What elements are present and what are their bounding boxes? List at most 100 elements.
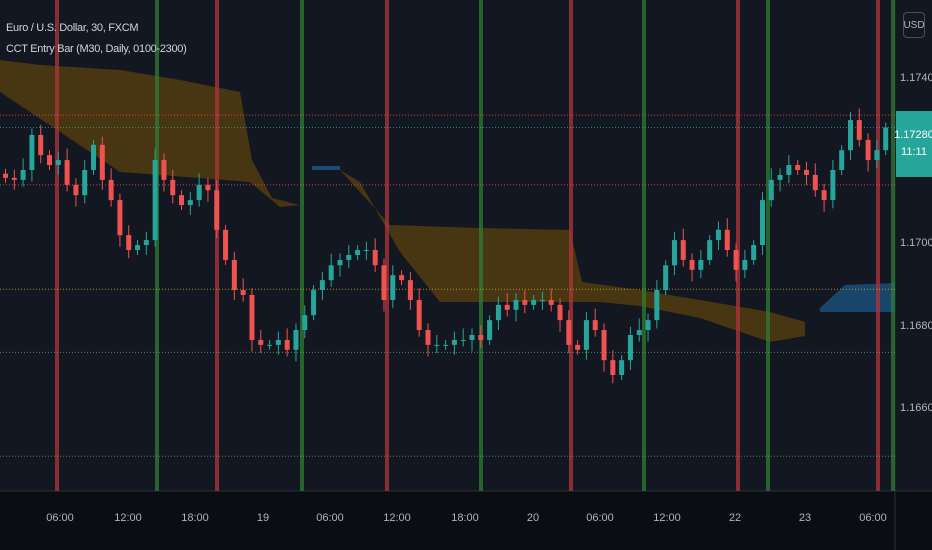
candle-body	[143, 240, 149, 246]
candle-body	[751, 245, 757, 260]
time-tick: 20	[526, 512, 540, 524]
candle-body	[487, 320, 493, 340]
candle-body	[434, 344, 440, 346]
candle-body	[249, 294, 255, 340]
candle-body	[478, 334, 484, 340]
candle-body	[715, 229, 721, 241]
candle-body	[355, 250, 361, 255]
time-axis	[0, 491, 932, 550]
candle-body	[346, 254, 352, 260]
candle-body	[548, 299, 554, 305]
candle-body	[319, 280, 325, 291]
candle-body	[293, 330, 299, 350]
candle-body	[328, 265, 334, 281]
candle-body	[839, 150, 845, 170]
candle-body	[284, 339, 290, 350]
candle-body	[680, 240, 686, 260]
candle-body	[3, 173, 8, 178]
session-line-green	[479, 0, 483, 491]
time-tick: 12:00	[383, 512, 411, 524]
candle-body	[768, 179, 774, 201]
session-line-red	[215, 0, 219, 491]
candle-body	[390, 275, 396, 300]
candle-body	[856, 120, 862, 140]
candle-body	[47, 155, 53, 166]
candle-body	[777, 174, 783, 180]
candle-body	[601, 330, 607, 361]
candle-body	[733, 250, 739, 270]
time-tick: 06:00	[859, 512, 887, 524]
candle-body	[73, 184, 79, 196]
session-line-red	[55, 0, 59, 491]
session-line-red	[876, 0, 880, 491]
indicator-legend[interactable]: CCT Entry Bar (M30, Daily, 0100-2300)	[6, 43, 187, 55]
candle-body	[759, 200, 765, 246]
candle-body	[803, 169, 809, 175]
candle-body	[337, 259, 343, 266]
time-tick: 23	[798, 512, 812, 524]
candle-body	[223, 229, 229, 260]
price-tick: 1.16800	[900, 319, 932, 332]
candle-body	[724, 229, 730, 251]
candle-body	[205, 184, 211, 191]
candle-body	[275, 339, 281, 345]
symbol-legend[interactable]: Euro / U.S. Dollar, 30, FXCM	[6, 22, 139, 34]
candle-body	[671, 240, 677, 266]
candle-body	[821, 190, 827, 201]
candle-body	[416, 299, 422, 331]
candle-body	[583, 320, 589, 350]
candle-body	[451, 339, 457, 345]
last-price-badge: 1.17280 11:11	[894, 111, 932, 177]
candle-body	[170, 179, 176, 196]
session-line-green	[891, 0, 895, 491]
price-tick: 1.17400	[900, 72, 932, 84]
candle-body	[557, 304, 563, 321]
candle-body	[82, 169, 88, 196]
candle-body	[742, 259, 748, 270]
candle-body	[786, 165, 792, 175]
candle-body	[240, 290, 246, 295]
candle-body	[883, 127, 889, 151]
candle-body	[627, 334, 633, 361]
time-tick: 06:00	[586, 512, 614, 524]
candle-body	[539, 299, 545, 301]
candle-body	[99, 144, 105, 180]
candle-body	[135, 245, 141, 251]
candle-body	[812, 174, 818, 191]
candle-body	[267, 344, 273, 346]
candle-body	[795, 165, 801, 170]
candle-body	[707, 240, 713, 260]
candle-body	[126, 235, 132, 251]
candle-body	[830, 169, 836, 201]
candle-body	[460, 339, 466, 341]
candle-body	[399, 275, 405, 281]
session-line-green	[642, 0, 646, 491]
candle-body	[865, 139, 871, 161]
candle-body	[29, 134, 35, 170]
session-line-green	[766, 0, 770, 491]
session-line-red	[736, 0, 740, 491]
candle-body	[196, 184, 202, 201]
candle-body	[214, 190, 220, 230]
candle-body	[372, 250, 378, 266]
session-line-green	[155, 0, 159, 491]
candle-body	[187, 200, 193, 206]
cloud-band	[0, 60, 300, 207]
plot-area	[0, 0, 895, 490]
candle-body	[645, 320, 651, 331]
candle-body	[654, 290, 660, 321]
candle-body	[847, 120, 853, 151]
time-tick: 06:00	[316, 512, 344, 524]
time-tick: 18:00	[451, 512, 479, 524]
blue-zone	[312, 166, 340, 170]
time-tick: 19	[256, 512, 270, 524]
candle-body	[531, 299, 537, 305]
candle-body	[20, 169, 26, 180]
candle-body	[381, 265, 387, 300]
candle-body	[592, 320, 598, 331]
candle-body	[38, 134, 44, 156]
candle-body	[610, 360, 616, 375]
candle-body	[302, 315, 308, 331]
currency-button[interactable]: USD	[903, 12, 925, 38]
